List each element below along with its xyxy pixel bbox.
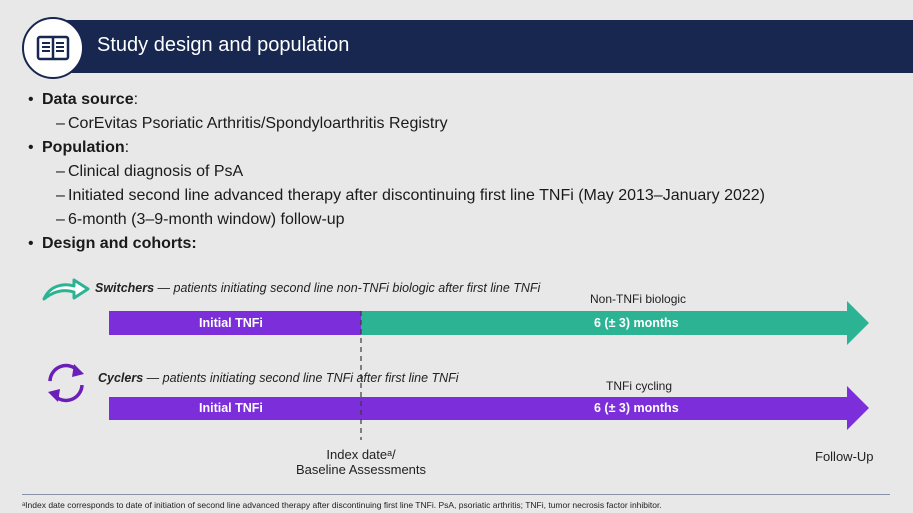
bullet-heading-suffix: : (133, 91, 139, 108)
bullet-data-source: Data source: (28, 88, 765, 112)
title-banner: Study design and population (60, 20, 913, 73)
bullet-heading: Design and cohorts: (42, 235, 197, 252)
index-date-line1: Index dateᵃ/ (326, 447, 396, 462)
sub-bullet: CorEvitas Psoriatic Arthritis/Spondyloar… (28, 112, 765, 136)
switchers-heading: Switchers — patients initiating second l… (95, 281, 540, 295)
switchers-followup-label: 6 (± 3) months (594, 316, 679, 330)
bullet-population: Population: (28, 136, 765, 160)
bullet-list: Data source: CorEvitas Psoriatic Arthrit… (28, 88, 765, 256)
index-date-label: Index dateᵃ/ Baseline Assessments (281, 447, 441, 477)
switchers-segment-label: Non-TNFi biologic (590, 292, 687, 306)
switch-arrow-icon (42, 278, 90, 301)
cyclers-initial-bar (109, 397, 361, 420)
switchers-initial-label: Initial TNFi (199, 316, 263, 330)
book-icon (22, 17, 84, 79)
cyclers-followup-arrow (361, 386, 869, 430)
page-title: Study design and population (97, 34, 350, 56)
bullet-design: Design and cohorts: (28, 232, 765, 256)
cyclers-segment-label: TNFi cycling (606, 379, 673, 393)
bullet-heading: Population (42, 139, 125, 156)
footnote-divider (22, 494, 890, 495)
switchers-followup-arrow (361, 301, 869, 345)
sub-bullet: Clinical diagnosis of PsA (28, 160, 765, 184)
bullet-heading: Data source (42, 91, 134, 108)
sub-bullet: 6-month (3–9-month window) follow-up (28, 208, 765, 232)
cyclers-name: Cyclers (98, 371, 144, 385)
cyclers-initial-label: Initial TNFi (199, 401, 263, 415)
cycle-arrows-icon (48, 363, 84, 403)
footnote: ᵃIndex date corresponds to date of initi… (22, 500, 662, 510)
followup-label: Follow-Up (815, 449, 874, 464)
index-date-line2: Baseline Assessments (295, 462, 427, 477)
cyclers-description: — patients initiating second line TNFi a… (143, 371, 459, 385)
bullet-heading-suffix: : (124, 139, 130, 156)
cyclers-followup-label: 6 (± 3) months (594, 401, 679, 415)
cyclers-heading: Cyclers — patients initiating second lin… (98, 371, 459, 385)
sub-bullet: Initiated second line advanced therapy a… (28, 184, 765, 208)
switchers-description: — patients initiating second line non-TN… (154, 281, 541, 295)
switchers-name: Switchers (95, 281, 155, 295)
switchers-initial-bar (109, 311, 361, 335)
